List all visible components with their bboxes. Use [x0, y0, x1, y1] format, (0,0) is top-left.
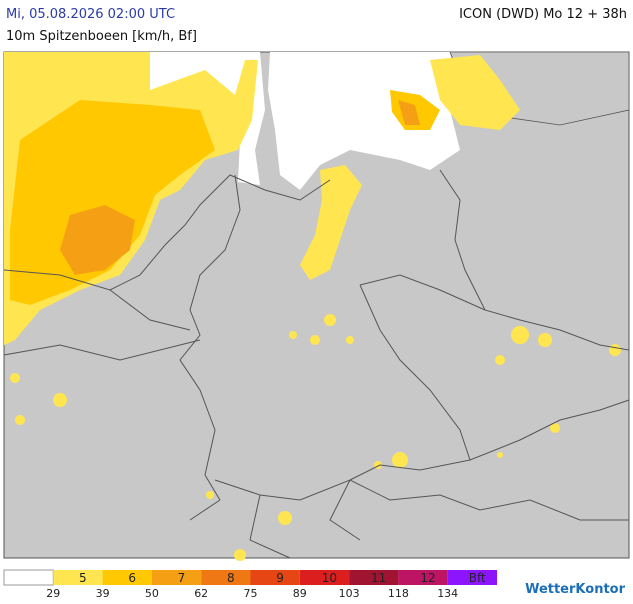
legend-bft-label: 7: [178, 571, 186, 585]
legend-swatch: [201, 570, 251, 585]
legend-swatch: [250, 570, 300, 585]
legend-kmh-label: 62: [194, 587, 208, 600]
legend-swatch: [447, 570, 497, 585]
legend-bft-label: 8: [227, 571, 235, 585]
legend-kmh-label: 134: [437, 587, 458, 600]
legend-bft-label: 9: [276, 571, 284, 585]
legend-kmh-label: 103: [339, 587, 360, 600]
gust-area-7: [60, 205, 135, 275]
gust-spots: [10, 314, 621, 561]
legend-swatch: [299, 570, 350, 585]
map-title: Mi, 05.08.2026 02:00 UTC: [6, 7, 175, 22]
legend-kmh-label: 75: [244, 587, 258, 600]
legend-kmh-label: 89: [293, 587, 307, 600]
legend-swatch: [398, 570, 448, 585]
gust-area-baltic-core: [398, 100, 420, 125]
gust-area-6: [10, 100, 215, 305]
legend-bft-label: 10: [322, 571, 337, 585]
legend-swatch: [3, 569, 54, 586]
sea-baltic: [268, 52, 470, 190]
legend-swatch: [151, 570, 202, 585]
gust-area-east: [300, 165, 362, 280]
model-label: ICON (DWD) Mo 12 + 38h: [459, 7, 627, 22]
legend-kmh-label: 118: [388, 587, 409, 600]
legend-bft-label: 11: [371, 571, 386, 585]
legend-swatch: [53, 570, 103, 585]
brand: WetterKontor: [525, 582, 626, 597]
legend-bft-label: Bft: [469, 571, 486, 585]
map-subtitle: 10m Spitzenboeen [km/h, Bf]: [6, 29, 197, 44]
legend-kmh-label: 50: [145, 587, 159, 600]
map: [3, 51, 630, 561]
legend-swatch: [349, 570, 399, 585]
borders: [3, 169, 630, 559]
legend-bft-label: 12: [420, 571, 435, 585]
legend-kmh-label: 29: [46, 587, 60, 600]
legend-kmh-label: 39: [96, 587, 110, 600]
legend-bft-label: 6: [128, 571, 136, 585]
legend-swatch: [102, 570, 152, 585]
legend-bft-label: 5: [79, 571, 87, 585]
gust-area-baltic-east: [430, 55, 520, 130]
